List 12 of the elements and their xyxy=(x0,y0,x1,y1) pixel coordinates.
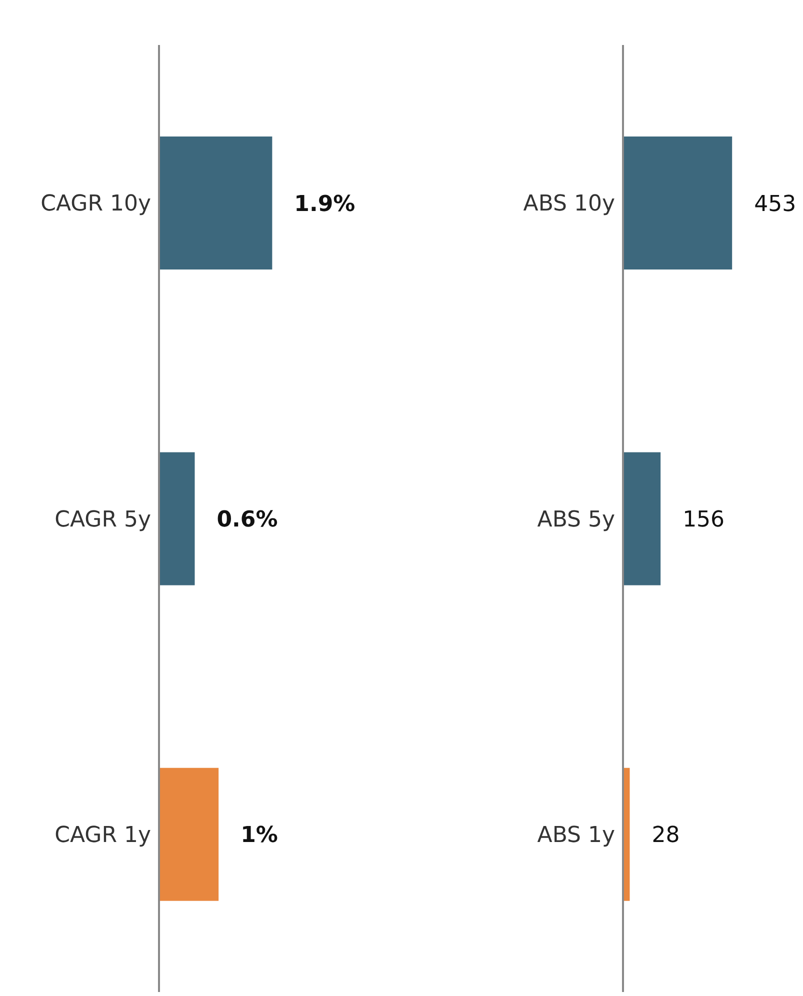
data-label: 0.6% xyxy=(216,508,278,533)
y-tick-label: CAGR 10y xyxy=(40,192,151,217)
y-tick-label: CAGR 5y xyxy=(54,507,151,532)
data-label: 1% xyxy=(240,823,278,848)
data-label: 453 xyxy=(754,192,796,217)
y-tick-label: ABS 1y xyxy=(537,822,615,848)
data-label: 156 xyxy=(682,508,725,533)
y-tick-label: ABS 10y xyxy=(523,192,615,217)
data-label: 28 xyxy=(652,823,680,848)
y-tick-label: ABS 5y xyxy=(537,507,615,532)
data-label: 1.9% xyxy=(294,192,356,217)
y-tick-label: CAGR 1y xyxy=(54,822,151,848)
